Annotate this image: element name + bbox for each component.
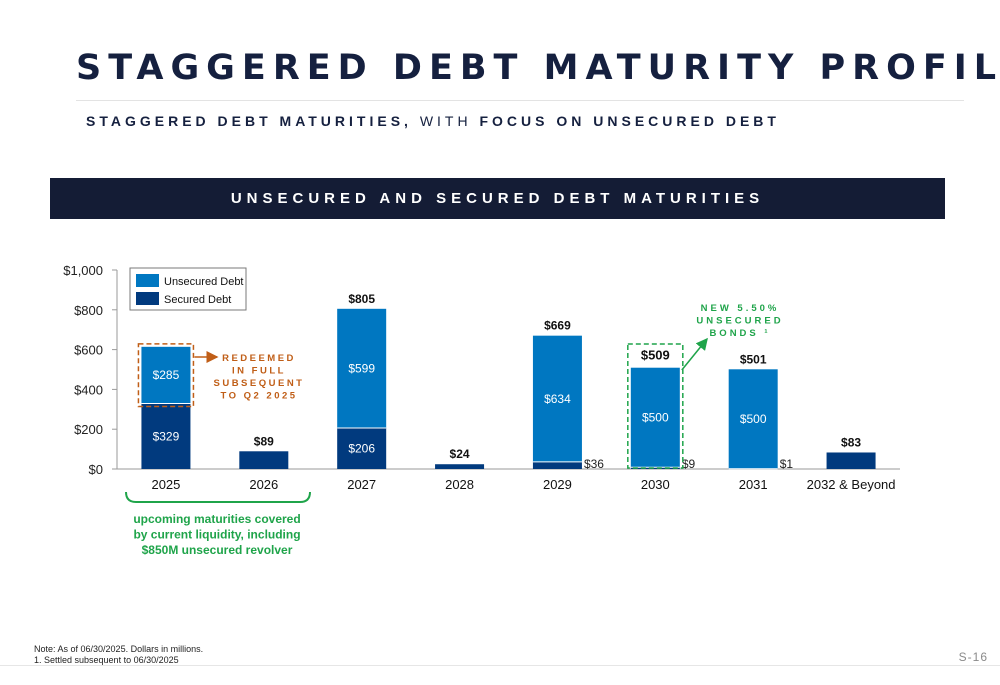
bar-unsecured-2027 [337, 308, 387, 429]
bar-label-secured: $24 [450, 447, 470, 461]
footer-divider [0, 665, 1000, 666]
bar-label-secured: $36 [584, 457, 604, 471]
liquidity-callout-line: by current liquidity, including [133, 528, 300, 542]
bar-unsecured-2025 [141, 346, 191, 404]
new-bonds-arrow [681, 337, 708, 371]
x-tick-label: 2026 [249, 477, 278, 492]
y-tick-label: $200 [74, 422, 103, 437]
bar-label-unsecured: $500 [642, 410, 669, 424]
footnote-note: Note: As of 06/30/2025. Dollars in milli… [34, 644, 204, 654]
bar-label-secured: $1 [780, 457, 794, 471]
x-tick-label: 2025 [151, 477, 180, 492]
bar-secured-2030 [630, 467, 680, 469]
bar-secured-2025 [141, 403, 191, 469]
bar-label-secured: $329 [153, 429, 180, 443]
y-tick-label: $1,000 [63, 263, 103, 278]
bar-label-unsecured: $634 [544, 392, 571, 406]
footnote: Note: As of 06/30/2025. Dollars in milli… [34, 644, 203, 666]
new-bonds-callout-line: UNSECURED [696, 316, 783, 327]
liquidity-brace [125, 491, 311, 503]
page-title: STAGGERED DEBT MATURITY PROFILE [76, 48, 1000, 88]
legend-swatch-secured [136, 292, 159, 305]
subtitle-part-2: WITH [411, 113, 480, 129]
bar-secured-2027 [337, 428, 387, 469]
bar-unsecured-2029 [532, 335, 582, 462]
bar-secured-2032-Beyond [826, 452, 876, 469]
y-tick-label: $800 [74, 303, 103, 318]
bar-secured-2028 [435, 464, 485, 469]
bar-total-label: $805 [348, 292, 375, 306]
bar-label-unsecured: $285 [153, 368, 180, 382]
liquidity-callout-line: $850M unsecured revolver [142, 543, 293, 557]
bar-total-label: $509 [641, 348, 670, 363]
redeemed-callout-line: IN FULL [232, 366, 286, 377]
bar-secured-2029 [532, 461, 582, 469]
legend-label-secured: Secured Debt [164, 294, 231, 306]
y-tick-label: $600 [74, 343, 103, 358]
liquidity-callout-line: upcoming maturities covered [133, 512, 300, 526]
x-tick-label: 2028 [445, 477, 474, 492]
x-tick-label: 2030 [641, 477, 670, 492]
footnote-1: 1. Settled subsequent to 06/30/2025 [34, 655, 179, 665]
title-divider [76, 100, 964, 101]
redeemed-callout-line: TO Q2 2025 [220, 391, 297, 402]
new-bonds-callout-line: BONDS ¹ [709, 328, 770, 339]
bar-label-unsecured: $599 [348, 361, 375, 375]
x-tick-label: 2031 [739, 477, 768, 492]
x-tick-label: 2029 [543, 477, 572, 492]
legend-swatch-unsecured [136, 274, 159, 287]
bar-label-secured: $9 [682, 457, 696, 471]
y-tick-label: $0 [89, 462, 103, 477]
new-bonds-callout-line: NEW 5.50% [701, 303, 780, 314]
x-tick-label: 2027 [347, 477, 376, 492]
legend-label-unsecured: Unsecured Debt [164, 276, 244, 288]
chart-banner: UNSECURED AND SECURED DEBT MATURITIES [50, 178, 945, 219]
y-tick-label: $400 [74, 382, 103, 397]
bar-label-secured: $83 [841, 435, 861, 449]
redeemed-callout-line: REDEEMED [222, 353, 296, 364]
bar-label-secured: $89 [254, 434, 274, 448]
new-bonds-dashed-box [627, 343, 684, 469]
page-number: S-16 [958, 650, 988, 664]
bar-secured-2026 [239, 451, 289, 469]
subtitle-part-1: STAGGERED DEBT MATURITIES, [86, 113, 412, 129]
redeemed-dashed-box [137, 343, 195, 408]
bar-unsecured-2031 [728, 369, 778, 469]
page-subtitle: STAGGERED DEBT MATURITIES, WITH FOCUS ON… [86, 113, 780, 129]
bar-label-unsecured: $500 [740, 412, 767, 426]
subtitle-part-3: FOCUS ON UNSECURED DEBT [479, 113, 780, 129]
bar-unsecured-2030 [630, 367, 680, 468]
bar-total-label: $501 [740, 352, 767, 366]
bar-total-label: $669 [544, 319, 571, 333]
x-tick-label: 2032 & Beyond [807, 477, 896, 492]
bar-label-secured: $206 [348, 442, 375, 456]
redeemed-callout-line: SUBSEQUENT [214, 378, 305, 389]
